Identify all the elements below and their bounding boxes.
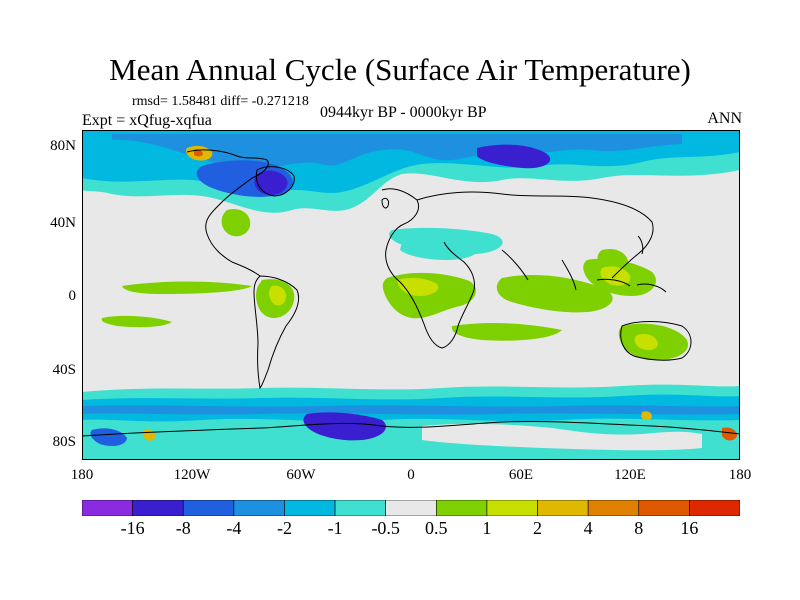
south-indian-warm-band [451, 323, 562, 341]
colorbar-swatch [82, 500, 133, 516]
siberia-cold-region [477, 144, 551, 169]
colorbar-swatch [436, 500, 488, 516]
lat-tick-0: 0 [68, 288, 77, 304]
ross-cold-region [90, 428, 127, 446]
colorbar-label: 16 [680, 518, 699, 538]
colorbar-swatch [689, 500, 740, 516]
lat-tick-40s: 40S [52, 362, 76, 378]
australia-hot-patch [634, 334, 658, 351]
lat-tick-80s: 80S [52, 434, 76, 450]
colorbar-label: -8 [175, 518, 191, 538]
lon-tick-180e: 180 [728, 467, 752, 483]
colorbar-swatch [486, 500, 538, 516]
colorbar [82, 500, 740, 516]
south-america-hot-patch [269, 285, 287, 306]
colorbar-swatch [284, 500, 336, 516]
colorbar-swatch [537, 500, 589, 516]
period-label: 0944kyr BP - 0000kyr BP [320, 104, 487, 121]
colorbar-label: 0.5 [425, 518, 448, 538]
lon-tick-60e: 60E [508, 467, 534, 483]
indian-ocean-warm-region [496, 275, 613, 313]
colorbar-swatch [182, 500, 235, 516]
pacific-warm-band [122, 281, 252, 294]
greenland-cold-region [254, 170, 288, 196]
colorbar-swatch [132, 500, 184, 516]
lon-tick-60w: 60W [286, 467, 316, 483]
lat-tick-80n: 80N [50, 138, 76, 154]
antarctic-warm-patch [722, 427, 737, 441]
season-label: ANN [707, 110, 742, 127]
colorbar-label: -0.5 [371, 518, 400, 538]
antarctic-warm-patch-3 [641, 411, 652, 420]
colorbar-label: -2 [276, 518, 292, 538]
colorbar-label: 1 [482, 518, 492, 538]
north-america-warm-patch [221, 208, 251, 237]
colorbar-swatch [233, 500, 285, 516]
north-africa-cool-patch [400, 239, 478, 260]
maritime-hot-patch [600, 266, 631, 286]
weddell-cold-region [303, 412, 386, 441]
map-panel [82, 130, 740, 460]
colorbar-label: 8 [634, 518, 644, 538]
colorbar-label: 2 [533, 518, 543, 538]
coastlines [82, 149, 740, 437]
lon-tick-120e: 120E [614, 467, 646, 483]
antarctic-neutral-patch [422, 423, 702, 451]
lon-tick-0: 0 [407, 467, 415, 483]
statistics-line: rmsd= 1.58481 diff= -0.271218 [132, 94, 309, 109]
colorbar-swatch [334, 500, 387, 516]
alaska-hot-region [194, 149, 203, 157]
pacific-warm-band-south [101, 315, 172, 328]
colorbar-label: -16 [120, 518, 145, 538]
colorbar-swatch [587, 500, 640, 516]
colorbar-label: 4 [583, 518, 593, 538]
colorbar-label: -1 [327, 518, 343, 538]
figure-title: Mean Annual Cycle (Surface Air Temperatu… [109, 52, 691, 87]
experiment-label: Expt = xQfug-xqfua [82, 112, 212, 129]
map-frame [82, 130, 740, 460]
lat-tick-40n: 40N [50, 215, 76, 231]
lon-tick-120w: 120W [173, 467, 211, 483]
colorbar-swatch [385, 500, 437, 516]
colorbar-label: -4 [226, 518, 242, 538]
colorbar-swatch [638, 500, 690, 516]
lon-tick-180w: 180 [70, 467, 94, 483]
southern-ocean-colder-band [82, 405, 740, 415]
